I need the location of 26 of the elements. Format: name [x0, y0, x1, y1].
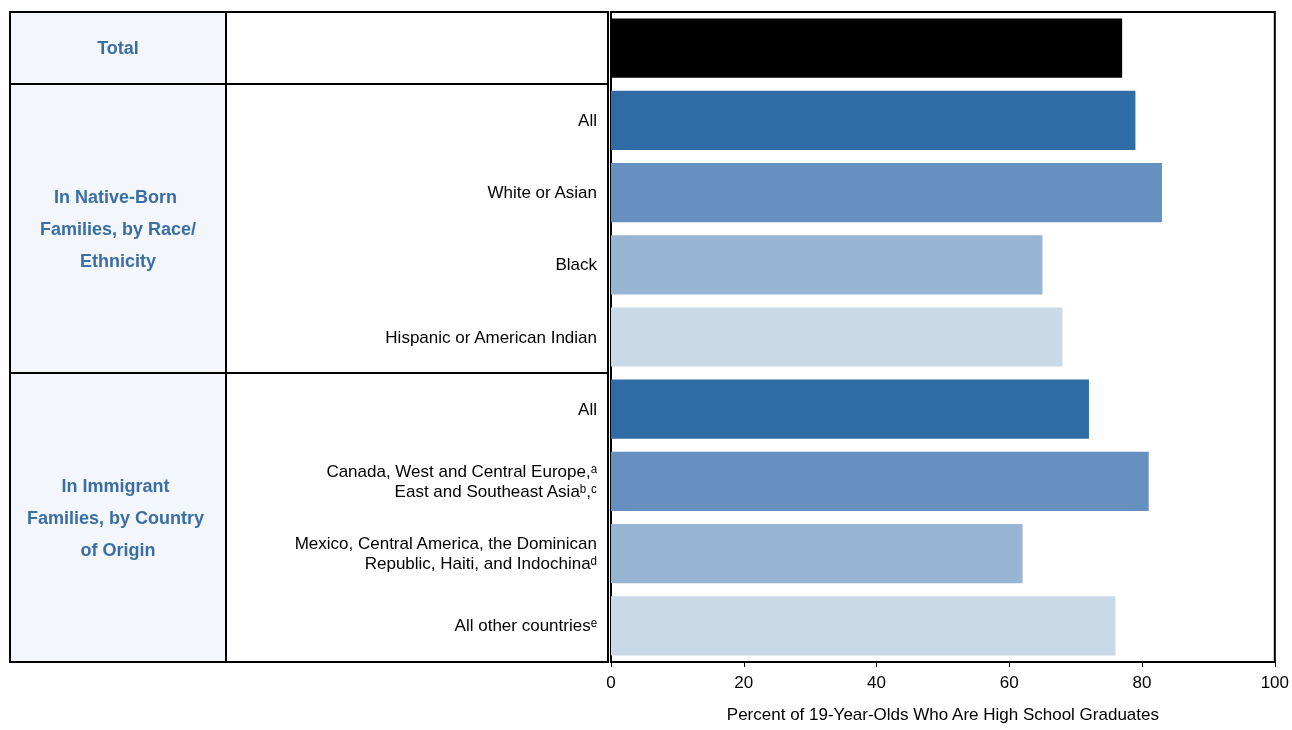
y-tick-label: All [578, 399, 597, 419]
bar [611, 90, 1136, 150]
y-tick-label: Canada, West and Central Europe,ᵃ East and Southeast Asiaᵇ,ᶜ [326, 461, 598, 501]
x-tick-label: 40 [867, 673, 886, 692]
y-tick-label: All [578, 110, 597, 130]
y-tick-label: Hispanic or American Indian [385, 327, 597, 347]
x-tick-label: 60 [999, 673, 1019, 692]
bar [611, 451, 1149, 512]
x-tick-label: 80 [1132, 673, 1152, 692]
x-tick-label: 100 [1260, 673, 1290, 692]
y-tick-label: White or Asian [487, 183, 597, 203]
y-tick-label: Mexico, Central America, the Dominican Republic, Haiti, and Indochinaᵈ [294, 534, 597, 574]
y-tick-label: All other countriesᵉ [454, 616, 597, 636]
x-tick-label: 20 [734, 673, 754, 692]
y-tick-label: Black [555, 255, 598, 275]
x-axis-title: Percent of 19-Year-Olds Who Are High School Graduates [726, 705, 1159, 724]
bar [611, 379, 1089, 439]
bar [611, 235, 1043, 295]
x-tick-label: 0 [606, 673, 616, 692]
bar [611, 307, 1063, 367]
bar [611, 162, 1162, 223]
bar [611, 524, 1023, 584]
text: Total [97, 38, 139, 59]
text: In Immigrant Families, by Country of Origin [26, 475, 210, 560]
text: In Native-Born Families, by Race/Ethnicity [39, 186, 197, 271]
bar [611, 596, 1116, 656]
